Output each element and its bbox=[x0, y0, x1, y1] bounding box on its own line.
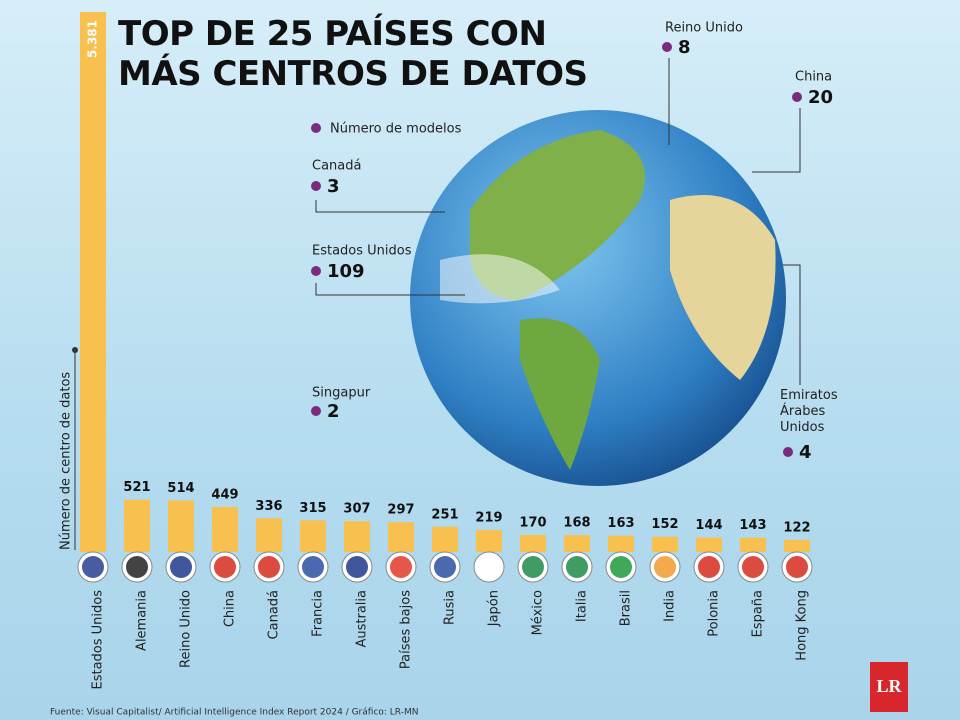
annotation-dot bbox=[311, 266, 321, 276]
value-label: 5.381 bbox=[86, 20, 100, 58]
value-label: 336 bbox=[255, 499, 282, 514]
x-tick-label: Estados Unidos bbox=[91, 590, 106, 690]
x-tick-label: Alemania bbox=[135, 590, 150, 651]
flag bbox=[478, 556, 500, 578]
legend-label: Número de modelos bbox=[330, 122, 462, 137]
bar bbox=[696, 537, 722, 552]
logo-box bbox=[870, 662, 908, 712]
annotation-value: 3 bbox=[327, 176, 340, 197]
flag bbox=[82, 556, 104, 578]
annotation-country: China bbox=[795, 70, 832, 85]
bar bbox=[256, 518, 282, 552]
bar bbox=[564, 535, 590, 552]
flag bbox=[522, 556, 544, 578]
flag bbox=[566, 556, 588, 578]
annotation-dot bbox=[311, 406, 321, 416]
x-tick-label: Canadá bbox=[267, 590, 282, 639]
bar bbox=[652, 536, 678, 552]
value-label: 143 bbox=[739, 518, 766, 533]
bar bbox=[432, 526, 458, 552]
x-tick-label: Reino Unido bbox=[179, 590, 194, 668]
title: TOP DE 25 PAÍSES CON MÁS CENTROS DE DATO… bbox=[118, 14, 588, 94]
value-label: 122 bbox=[783, 520, 810, 535]
flag bbox=[610, 556, 632, 578]
value-label: 449 bbox=[211, 487, 238, 502]
x-tick-label: Países bajos bbox=[399, 590, 414, 669]
x-tick-label: México bbox=[531, 590, 546, 635]
flag bbox=[434, 556, 456, 578]
value-label: 144 bbox=[695, 518, 722, 533]
flag bbox=[258, 556, 280, 578]
bar bbox=[124, 499, 150, 552]
annotation-value: 109 bbox=[327, 261, 365, 282]
logo: LR bbox=[876, 676, 902, 696]
x-tick-label: Japón bbox=[487, 590, 502, 627]
annotation-country: Estados Unidos bbox=[312, 244, 412, 259]
flag bbox=[390, 556, 412, 578]
x-tick-label: Italia bbox=[575, 590, 590, 622]
x-tick-label: Brasil bbox=[619, 590, 634, 626]
axis-dot bbox=[72, 347, 78, 353]
value-label: 297 bbox=[387, 503, 414, 518]
x-tick-label: Francia bbox=[311, 590, 326, 637]
bar bbox=[80, 12, 106, 552]
flag bbox=[654, 556, 676, 578]
flag bbox=[698, 556, 720, 578]
bar bbox=[784, 539, 810, 552]
bar bbox=[608, 535, 634, 552]
x-tick-label: Polonia bbox=[707, 590, 722, 637]
flag bbox=[302, 556, 324, 578]
value-label: 152 bbox=[651, 517, 678, 532]
value-label: 219 bbox=[475, 511, 502, 526]
annotation-country: Emiratos Árabes Unidos bbox=[780, 388, 838, 435]
bar bbox=[476, 530, 502, 552]
annotation-value: 2 bbox=[327, 401, 340, 422]
annotation-value: 20 bbox=[808, 87, 833, 108]
value-label: 315 bbox=[299, 501, 326, 516]
x-tick-label: China bbox=[223, 590, 238, 627]
value-label: 514 bbox=[167, 481, 194, 496]
annotation-country: Canadá bbox=[312, 159, 361, 174]
value-label: 307 bbox=[343, 502, 370, 517]
bar bbox=[740, 537, 766, 552]
annotation-dot bbox=[783, 447, 793, 457]
flag bbox=[126, 556, 148, 578]
value-label: 168 bbox=[563, 516, 590, 531]
bar bbox=[212, 506, 238, 552]
value-label: 163 bbox=[607, 516, 634, 531]
globe bbox=[410, 110, 786, 486]
x-tick-label: España bbox=[751, 590, 766, 637]
annotation-dot bbox=[792, 92, 802, 102]
flag bbox=[742, 556, 764, 578]
annotation-dot bbox=[311, 181, 321, 191]
annotation-value: 4 bbox=[799, 442, 812, 463]
flag bbox=[214, 556, 236, 578]
x-tick-label: India bbox=[663, 590, 678, 622]
source: Fuente: Visual Capitalist/ Artificial In… bbox=[50, 708, 418, 718]
x-tick-label: Hong Kong bbox=[795, 590, 810, 661]
value-label: 521 bbox=[123, 480, 150, 495]
bar bbox=[520, 534, 546, 552]
annotation-value: 8 bbox=[678, 37, 691, 58]
value-label: 251 bbox=[431, 507, 458, 522]
bar bbox=[300, 520, 326, 552]
bar bbox=[168, 500, 194, 552]
connectors bbox=[74, 58, 801, 550]
bar bbox=[344, 521, 370, 552]
flag bbox=[786, 556, 808, 578]
annotation-dot bbox=[662, 42, 672, 52]
annotation-country: Singapur bbox=[312, 386, 371, 401]
x-tick-label: Rusia bbox=[443, 590, 458, 625]
x-tick-label: Australia bbox=[355, 590, 370, 648]
value-label: 170 bbox=[519, 515, 546, 530]
annotation-country: Reino Unido bbox=[665, 21, 743, 36]
flag bbox=[346, 556, 368, 578]
y-axis-label: Número de centro de datos bbox=[59, 372, 74, 550]
bar bbox=[388, 522, 414, 552]
legend-dot bbox=[311, 123, 321, 133]
flag bbox=[170, 556, 192, 578]
